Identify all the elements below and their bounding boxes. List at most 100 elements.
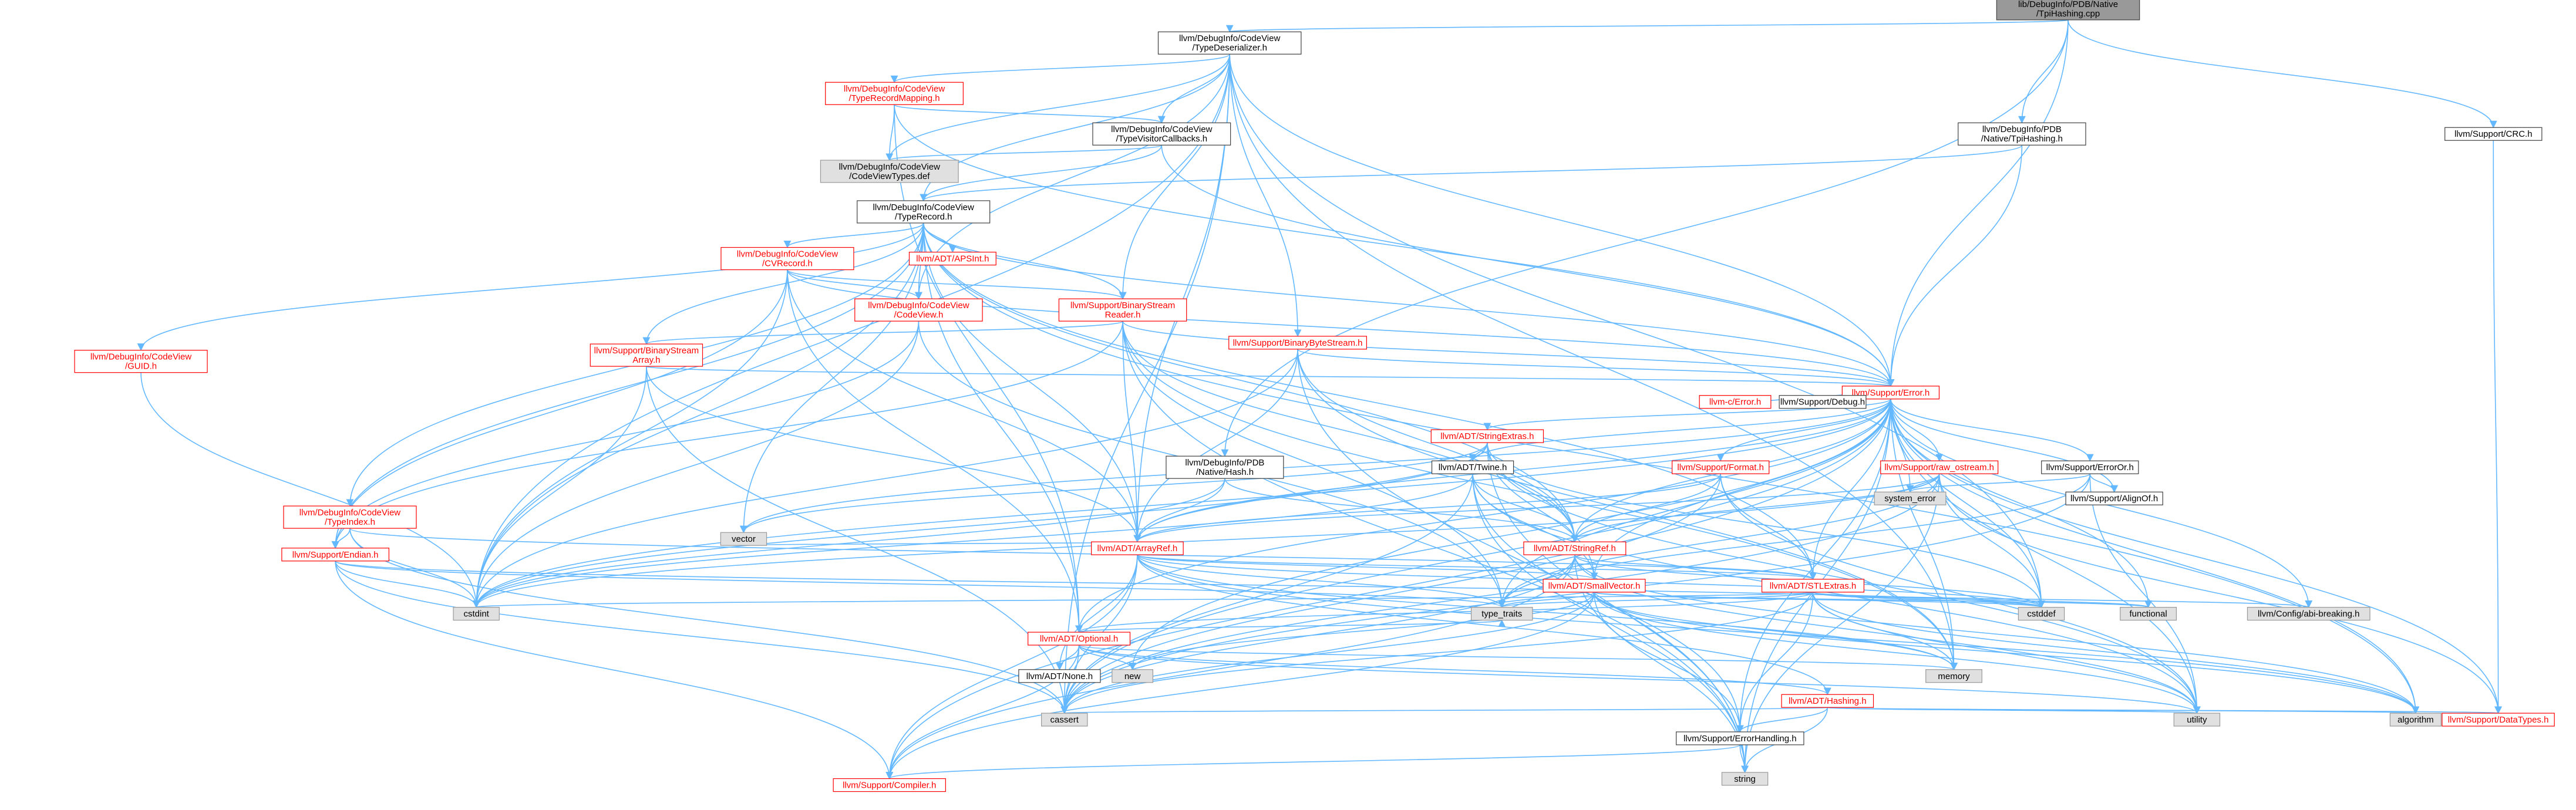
node-bbs[interactable]: llvm/Support/BinaryByteStream.h: [1228, 336, 1367, 350]
node-optional[interactable]: llvm/ADT/Optional.h: [1028, 632, 1131, 646]
node-format[interactable]: llvm/Support/Format.h: [1672, 460, 1770, 474]
node-apsint[interactable]: llvm/ADT/APSInt.h: [908, 251, 996, 266]
node-box: [833, 778, 946, 792]
node-vector[interactable]: vector: [720, 532, 767, 546]
node-label: vector: [732, 534, 756, 544]
node-cstdint[interactable]: cstdint: [453, 607, 500, 621]
node-error[interactable]: llvm/Support/Error.h: [1841, 386, 1940, 400]
node-label: llvm/Support/BinaryStream: [594, 346, 699, 356]
node-cstddef[interactable]: cstddef: [2018, 607, 2065, 621]
node-stlextras[interactable]: llvm/ADT/STLExtras.h: [1761, 579, 1864, 593]
node-label: llvm/DebugInfo/CodeView: [1111, 124, 1212, 134]
node-box: [820, 160, 959, 183]
edge-error-to-errhandling: [1736, 399, 1891, 733]
node-box: [720, 247, 854, 271]
node-cvtypes[interactable]: llvm/DebugInfo/CodeView/CodeViewTypes.de…: [820, 160, 959, 183]
edge-bsa-to-error: [646, 366, 1894, 387]
edge-root-to-error: [1887, 19, 2069, 387]
edge-cvrecord-to-optional: [787, 269, 1083, 633]
node-arrayref[interactable]: llvm/ADT/ArrayRef.h: [1091, 541, 1184, 555]
edge-stlextras-to-typetraits: [1498, 592, 1814, 608]
node-label: utility: [2187, 715, 2207, 725]
node-box: [1672, 460, 1770, 474]
node-box: [1091, 541, 1184, 555]
node-label: /CodeViewTypes.def: [849, 171, 930, 181]
node-tds[interactable]: llvm/DebugInfo/CodeView/TypeDeserializer…: [1157, 31, 1302, 55]
node-hashing[interactable]: llvm/ADT/Hashing.h: [1781, 694, 1874, 708]
node-typetraits[interactable]: type_traits: [1470, 607, 1533, 621]
node-errhandling[interactable]: llvm/Support/ErrorHandling.h: [1676, 731, 1804, 745]
node-hashh[interactable]: llvm/DebugInfo/PDB/Native/Hash.h: [1166, 455, 1284, 479]
node-debug[interactable]: llvm/Support/Debug.h: [1779, 395, 1867, 409]
edge-tds-to-cassert: [1060, 54, 1230, 714]
node-trm[interactable]: llvm/DebugInfo/CodeView/TypeRecordMappin…: [825, 82, 964, 105]
edge-stringref-to-compiler: [885, 555, 1575, 779]
edge-tds-to-bsr: [1119, 54, 1230, 300]
node-cvrecord[interactable]: llvm/DebugInfo/CodeView/CVRecord.h: [720, 247, 854, 271]
edge-bsr-to-arrayref: [1122, 321, 1141, 543]
node-alignof[interactable]: llvm/Support/AlignOf.h: [2065, 491, 2163, 505]
node-guid[interactable]: llvm/DebugInfo/CodeView/GUID.h: [74, 350, 208, 373]
node-strext[interactable]: llvm/ADT/StringExtras.h: [1430, 429, 1544, 443]
node-datatypes[interactable]: llvm/Support/DataTypes.h: [2442, 713, 2555, 727]
node-tr[interactable]: llvm/DebugInfo/CodeView/TypeRecord.h: [857, 200, 991, 224]
edge-bsr-to-string: [1122, 321, 1749, 774]
node-algorithm[interactable]: algorithm: [2389, 713, 2442, 727]
edge-stlextras-to-cstddef: [1812, 592, 2045, 608]
node-utility[interactable]: utility: [2173, 713, 2221, 727]
node-abibreak[interactable]: llvm/Config/abi-breaking.h: [2247, 607, 2370, 621]
node-rawos[interactable]: llvm/Support/raw_ostream.h: [1880, 460, 1999, 474]
node-root[interactable]: lib/DebugInfo/PDB/Native/TpiHashing.cpp: [1996, 0, 2140, 21]
node-crc[interactable]: llvm/Support/CRC.h: [2444, 127, 2543, 141]
edge-format-to-arrayref: [1133, 473, 1721, 543]
edge-tr-to-apsint: [922, 222, 957, 253]
node-label: llvm/Support/DataTypes.h: [2448, 715, 2549, 725]
node-string[interactable]: string: [1721, 772, 1769, 786]
edge-hashing-to-algorithm: [1827, 706, 2418, 714]
node-tpih[interactable]: llvm/DebugInfo/PDB/Native/TpiHashing.h: [1958, 122, 2086, 146]
node-new[interactable]: new: [1112, 669, 1153, 683]
edge-arrayref-to-hashing: [1137, 555, 1831, 696]
edge-hashh-to-arrayref: [1133, 478, 1225, 543]
edge-smallvec-to-cassert: [1060, 592, 1595, 714]
node-endian[interactable]: llvm/Support/Endian.h: [281, 548, 389, 562]
node-label: /CodeView.h: [894, 310, 943, 320]
node-label: /TypeRecordMapping.h: [848, 93, 940, 103]
node-twine[interactable]: llvm/ADT/Twine.h: [1431, 460, 1514, 474]
node-label: llvm/ADT/Twine.h: [1439, 463, 1507, 473]
node-label: llvm/Support/Compiler.h: [843, 781, 936, 791]
node-tvc[interactable]: llvm/DebugInfo/CodeView/TypeVisitorCallb…: [1092, 122, 1231, 146]
node-functional[interactable]: functional: [2120, 607, 2177, 621]
node-box: [1157, 31, 1302, 55]
edge-optional-to-hashing: [1078, 644, 1831, 696]
node-smallvec[interactable]: llvm/ADT/SmallVector.h: [1543, 579, 1646, 593]
edge-smallvec-to-errhandling: [1594, 592, 1744, 733]
node-none[interactable]: llvm/ADT/None.h: [1018, 669, 1101, 683]
edge-twine-to-errhandling: [1472, 474, 1744, 733]
node-label: llvm/ADT/Optional.h: [1040, 634, 1118, 644]
edge-tds-to-bbs: [1229, 54, 1302, 338]
node-label: functional: [2129, 609, 2167, 619]
node-cerror[interactable]: llvm-c/Error.h: [1699, 395, 1772, 409]
node-typeindex[interactable]: llvm/DebugInfo/CodeView/TypeIndex.h: [283, 505, 417, 529]
node-sysErr[interactable]: system_error: [1874, 491, 1947, 505]
edge-error-to-utility: [1890, 399, 2201, 714]
node-cassert[interactable]: cassert: [1041, 713, 1088, 727]
node-compiler[interactable]: llvm/Support/Compiler.h: [833, 778, 946, 792]
node-memory[interactable]: memory: [1925, 669, 1982, 683]
node-label: llvm/Support/ErrorOr.h: [2046, 463, 2134, 473]
edge-hashh-to-stringref: [1224, 478, 1579, 543]
edge-crc-to-datatypes: [2493, 140, 2502, 714]
node-erroror[interactable]: llvm/Support/ErrorOr.h: [2041, 460, 2139, 474]
edge-cvrecord-to-endian: [331, 269, 788, 549]
edge-hashing-to-utility: [1827, 706, 2200, 714]
edge-tds-to-trm: [890, 53, 1230, 83]
edge-error-to-alignof: [1890, 399, 2118, 493]
node-box: [74, 350, 208, 373]
node-codeview[interactable]: llvm/DebugInfo/CodeView/CodeView.h: [854, 298, 983, 322]
node-box: [2442, 713, 2555, 727]
node-stringref[interactable]: llvm/ADT/StringRef.h: [1523, 541, 1627, 555]
